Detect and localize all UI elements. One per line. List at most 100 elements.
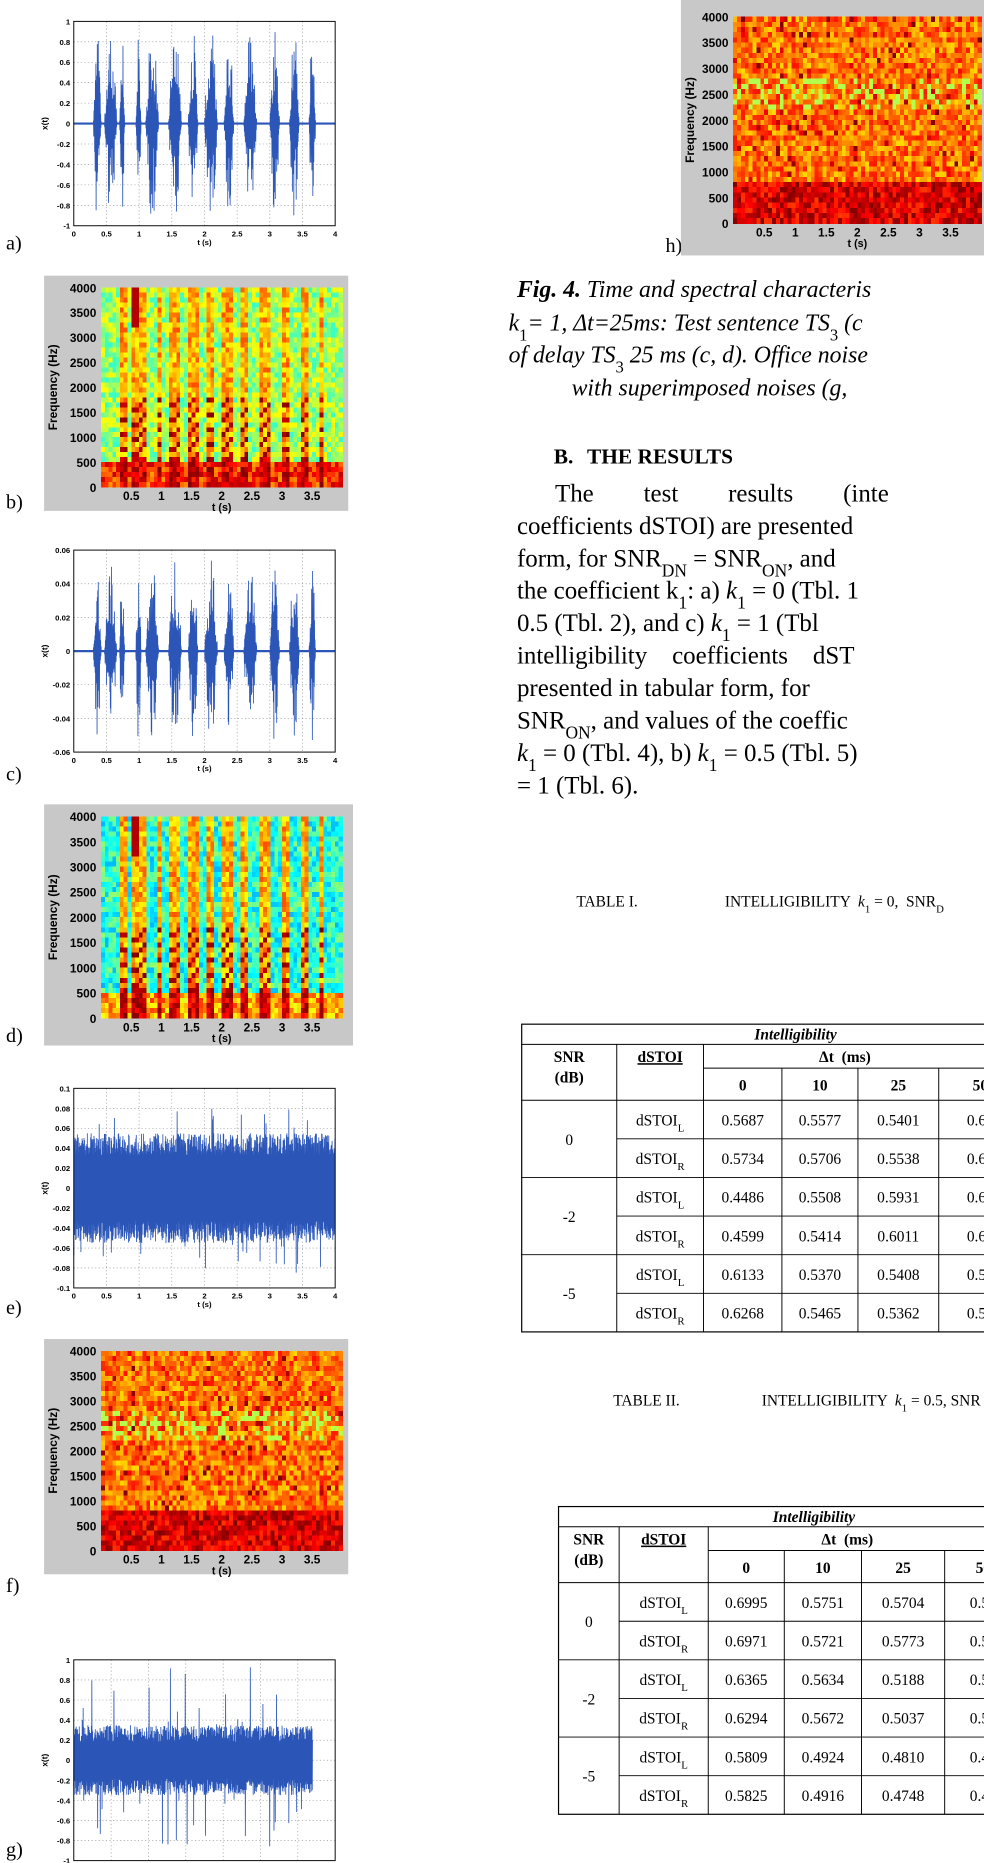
spectrogram-cell — [146, 298, 150, 303]
y-tick-label: 0.6 — [59, 58, 70, 67]
spectrogram-cell — [192, 477, 196, 482]
spectrogram — [101, 816, 343, 1018]
spectrogram-cell — [323, 327, 327, 332]
spectrogram-cell — [225, 352, 229, 357]
spectrogram-cell — [229, 402, 233, 407]
spectrogram-cell — [165, 902, 169, 908]
spectrogram-cell — [274, 347, 278, 352]
spectrogram-cell — [252, 826, 256, 832]
spectrogram-cell — [278, 983, 282, 989]
spectrogram-cell — [263, 922, 267, 928]
spectrogram-cell — [105, 831, 109, 837]
spectrogram-cell — [305, 447, 309, 452]
spectrogram-cell — [308, 852, 312, 858]
spectrogram-cell — [229, 821, 233, 827]
spectrogram-cell — [101, 912, 105, 918]
spectrogram-cell — [195, 902, 199, 908]
spectrogram-cell — [207, 932, 211, 938]
spectrogram-cell — [146, 902, 150, 908]
spectrogram-cell — [109, 958, 113, 964]
spectrogram-cell — [252, 412, 256, 417]
spectrogram-cell — [222, 831, 226, 837]
spectrogram-cell — [176, 948, 180, 954]
spectrogram-cell — [150, 821, 154, 827]
spectrogram-cell — [293, 372, 297, 377]
spectrogram-cell — [305, 467, 309, 472]
spectrogram-cell — [290, 407, 294, 412]
spectrogram-cell — [263, 337, 267, 342]
spectrogram-cell — [120, 457, 124, 462]
spectrogram-cell — [305, 332, 309, 337]
spectrogram-cell — [203, 847, 207, 853]
spectrogram-cell — [241, 1013, 245, 1019]
spectrogram-cell — [135, 953, 139, 959]
spectrogram-cell — [195, 437, 199, 442]
spectrogram-cell — [308, 437, 312, 442]
spectrogram-cell — [207, 327, 211, 332]
spectrogram-cell — [131, 821, 135, 827]
y-axis-label: x(t) — [40, 644, 50, 657]
spectrogram-cell — [248, 342, 252, 347]
spectrogram-cell — [127, 382, 131, 387]
spectrogram-cell — [173, 852, 177, 858]
spectrogram-cell — [112, 897, 116, 903]
spectrogram-cell — [143, 417, 147, 422]
spectrogram-cell — [207, 872, 211, 878]
spectrogram-cell — [173, 387, 177, 392]
spectrogram-cell — [248, 382, 252, 387]
spectrogram-cell — [139, 968, 143, 974]
spectrogram-cell — [112, 327, 116, 332]
spectrogram-cell — [158, 847, 162, 853]
spectrogram-cell — [218, 477, 222, 482]
spectrogram-cell — [146, 357, 150, 362]
spectrogram-cell — [154, 826, 158, 832]
spectrogram-cell — [256, 452, 260, 457]
spectrogram-cell — [109, 322, 113, 327]
spectrogram-cell — [282, 816, 286, 822]
spectrogram-cell — [256, 1013, 260, 1019]
spectrogram-cell — [308, 932, 312, 938]
spectrogram-cell — [214, 392, 218, 397]
spectrogram-cell — [203, 857, 207, 863]
spectrogram-cell — [188, 462, 192, 467]
spectrogram-cell — [297, 882, 301, 888]
spectrogram-cell — [143, 862, 147, 868]
spectrogram-cell — [150, 902, 154, 908]
spectrogram-cell — [161, 988, 165, 994]
spectrogram-cell — [120, 352, 124, 357]
spectrogram-cell — [146, 857, 150, 863]
spectrogram-cell — [290, 327, 294, 332]
spectrogram-cell — [244, 342, 248, 347]
spectrogram-cell — [308, 1003, 312, 1009]
spectrogram-cell — [192, 968, 196, 974]
spectrogram-cell — [305, 963, 309, 969]
spectrogram-cell — [263, 442, 267, 447]
spectrogram-cell — [180, 372, 184, 377]
spectrogram-cell — [203, 293, 207, 298]
spectrogram-cell — [116, 407, 120, 412]
y-tick-label: -0.4 — [57, 160, 71, 169]
spectrogram-cell — [112, 927, 116, 933]
spectrogram-cell — [173, 862, 177, 868]
spectrogram-cell — [120, 862, 124, 868]
spectrogram-cell — [116, 302, 120, 307]
spectrogram-cell — [301, 841, 305, 847]
spectrogram-cell — [143, 927, 147, 933]
spectrogram-cell — [101, 877, 105, 883]
spectrogram-cell — [154, 872, 158, 878]
spectrogram-cell — [282, 887, 286, 893]
spectrogram-cell — [259, 298, 263, 303]
spectrogram-cell — [116, 862, 120, 868]
spectrogram-cell — [105, 437, 109, 442]
spectrogram-cell — [229, 412, 233, 417]
spectrogram-cell — [244, 288, 248, 293]
spectrogram-cell — [229, 1013, 233, 1019]
spectrogram-cell — [199, 367, 203, 372]
spectrogram-cell — [241, 958, 245, 964]
spectrogram-cell — [233, 302, 237, 307]
spectrogram-cell — [150, 973, 154, 979]
spectrogram-cell — [173, 337, 177, 342]
spectrogram-cell — [203, 958, 207, 964]
spectrogram-cell — [127, 877, 131, 883]
spectrogram-cell — [229, 816, 233, 822]
